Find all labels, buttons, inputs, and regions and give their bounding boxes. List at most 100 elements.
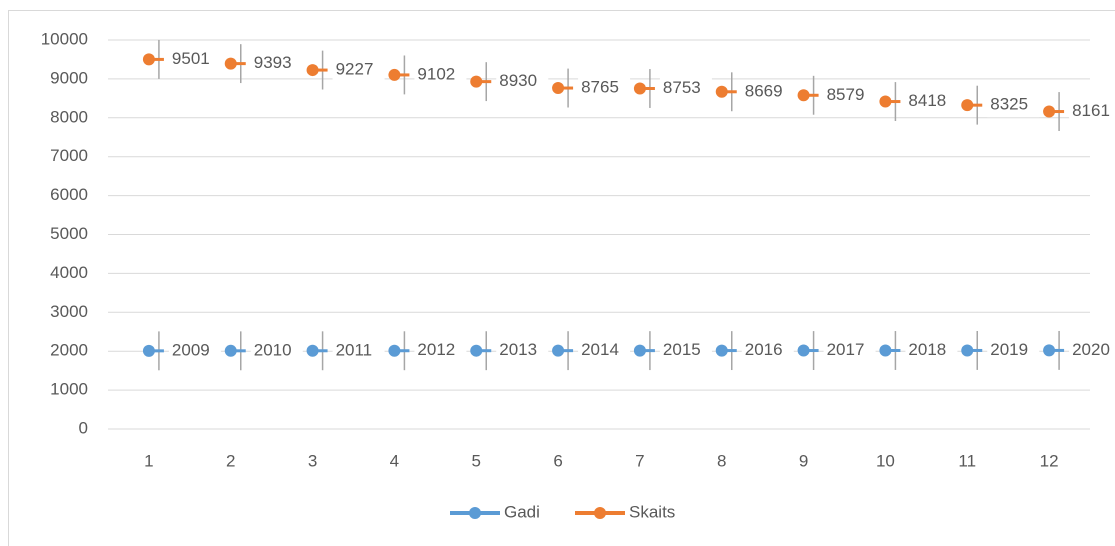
marker — [961, 344, 974, 357]
label-box — [496, 69, 549, 94]
label-box — [578, 338, 631, 363]
y-tick-label: 6000 — [50, 185, 88, 204]
data-label: 2020 — [1072, 340, 1110, 359]
marker — [142, 53, 155, 66]
y-tick-label: 3000 — [50, 302, 88, 321]
label-box — [741, 338, 794, 363]
marker — [224, 57, 237, 70]
data-label: 2016 — [745, 340, 783, 359]
data-label: 9227 — [336, 60, 374, 79]
data-label: 8765 — [581, 78, 619, 97]
data-label: 9393 — [254, 53, 292, 72]
label-box — [987, 93, 1040, 118]
data-label: 8325 — [990, 95, 1028, 114]
label-box — [414, 62, 467, 87]
y-tick-label: 2000 — [50, 341, 88, 360]
y-tick-label: 8000 — [50, 107, 88, 126]
label-box — [987, 338, 1040, 363]
label-box — [1069, 338, 1115, 363]
marker — [142, 344, 155, 357]
label-box — [168, 338, 221, 363]
marker — [552, 344, 565, 357]
label-box — [168, 47, 221, 72]
y-tick-label: 5000 — [50, 224, 88, 243]
label-box — [250, 338, 303, 363]
data-label: 9102 — [417, 64, 455, 83]
label-box — [332, 338, 385, 363]
label-box — [823, 83, 876, 108]
data-label: 2013 — [499, 340, 537, 359]
marker — [633, 344, 646, 357]
label-box — [1069, 99, 1115, 124]
label-box — [659, 76, 712, 101]
label-box — [741, 79, 794, 104]
data-label: 2015 — [663, 340, 701, 359]
label-box — [414, 338, 467, 363]
x-tick-label: 5 — [472, 451, 481, 470]
data-label: 9501 — [172, 49, 210, 68]
legend-label: Skaits — [629, 502, 675, 521]
data-label: 2014 — [581, 340, 619, 359]
x-tick-label: 3 — [308, 451, 317, 470]
x-tick-label: 11 — [958, 451, 976, 470]
x-tick-label: 6 — [553, 451, 562, 470]
legend-marker — [594, 507, 606, 519]
marker — [879, 344, 892, 357]
label-box — [332, 58, 385, 83]
data-label: 2012 — [417, 340, 455, 359]
x-tick-label: 12 — [1040, 451, 1059, 470]
marker — [388, 68, 401, 81]
data-label: 2011 — [336, 340, 373, 359]
x-tick-label: 1 — [144, 451, 153, 470]
data-label: 2010 — [254, 340, 292, 359]
marker — [552, 82, 565, 95]
data-label: 8669 — [745, 81, 783, 100]
marker — [797, 89, 810, 102]
marker — [1043, 344, 1056, 357]
data-label: 8753 — [663, 78, 701, 97]
marker — [797, 344, 810, 357]
y-tick-label: 10000 — [41, 29, 88, 48]
marker — [715, 85, 728, 98]
marker — [961, 99, 974, 112]
marker — [470, 75, 483, 88]
x-tick-label: 8 — [717, 451, 726, 470]
label-box — [905, 338, 958, 363]
label-box — [578, 76, 631, 101]
legend-label: Gadi — [504, 502, 540, 521]
marker — [306, 344, 319, 357]
chart-border — [8, 10, 1115, 546]
data-label: 2009 — [172, 340, 210, 359]
marker — [633, 82, 646, 95]
y-tick-label: 4000 — [50, 263, 88, 282]
label-box — [250, 51, 303, 76]
data-label: 8161 — [1072, 101, 1110, 120]
data-label: 8930 — [499, 71, 537, 90]
data-label: 8579 — [827, 85, 865, 104]
y-tick-label: 0 — [79, 418, 88, 437]
marker — [388, 344, 401, 357]
label-box — [823, 338, 876, 363]
label-box — [659, 338, 712, 363]
data-label: 2019 — [990, 340, 1028, 359]
data-label: 2017 — [827, 340, 865, 359]
x-tick-label: 10 — [876, 451, 895, 470]
label-box — [496, 338, 549, 363]
data-label: 8418 — [908, 91, 946, 110]
label-box — [905, 89, 958, 114]
data-label: 2018 — [908, 340, 946, 359]
x-tick-label: 7 — [635, 451, 644, 470]
marker — [224, 344, 237, 357]
marker — [879, 95, 892, 108]
y-tick-label: 7000 — [50, 146, 88, 165]
legend-marker — [469, 507, 481, 519]
y-tick-label: 9000 — [50, 68, 88, 87]
x-tick-label: 2 — [226, 451, 235, 470]
x-tick-label: 4 — [390, 451, 399, 470]
y-tick-label: 1000 — [50, 380, 88, 399]
marker — [1043, 105, 1056, 118]
marker — [306, 64, 319, 77]
x-tick-label: 9 — [799, 451, 808, 470]
marker — [470, 344, 483, 357]
